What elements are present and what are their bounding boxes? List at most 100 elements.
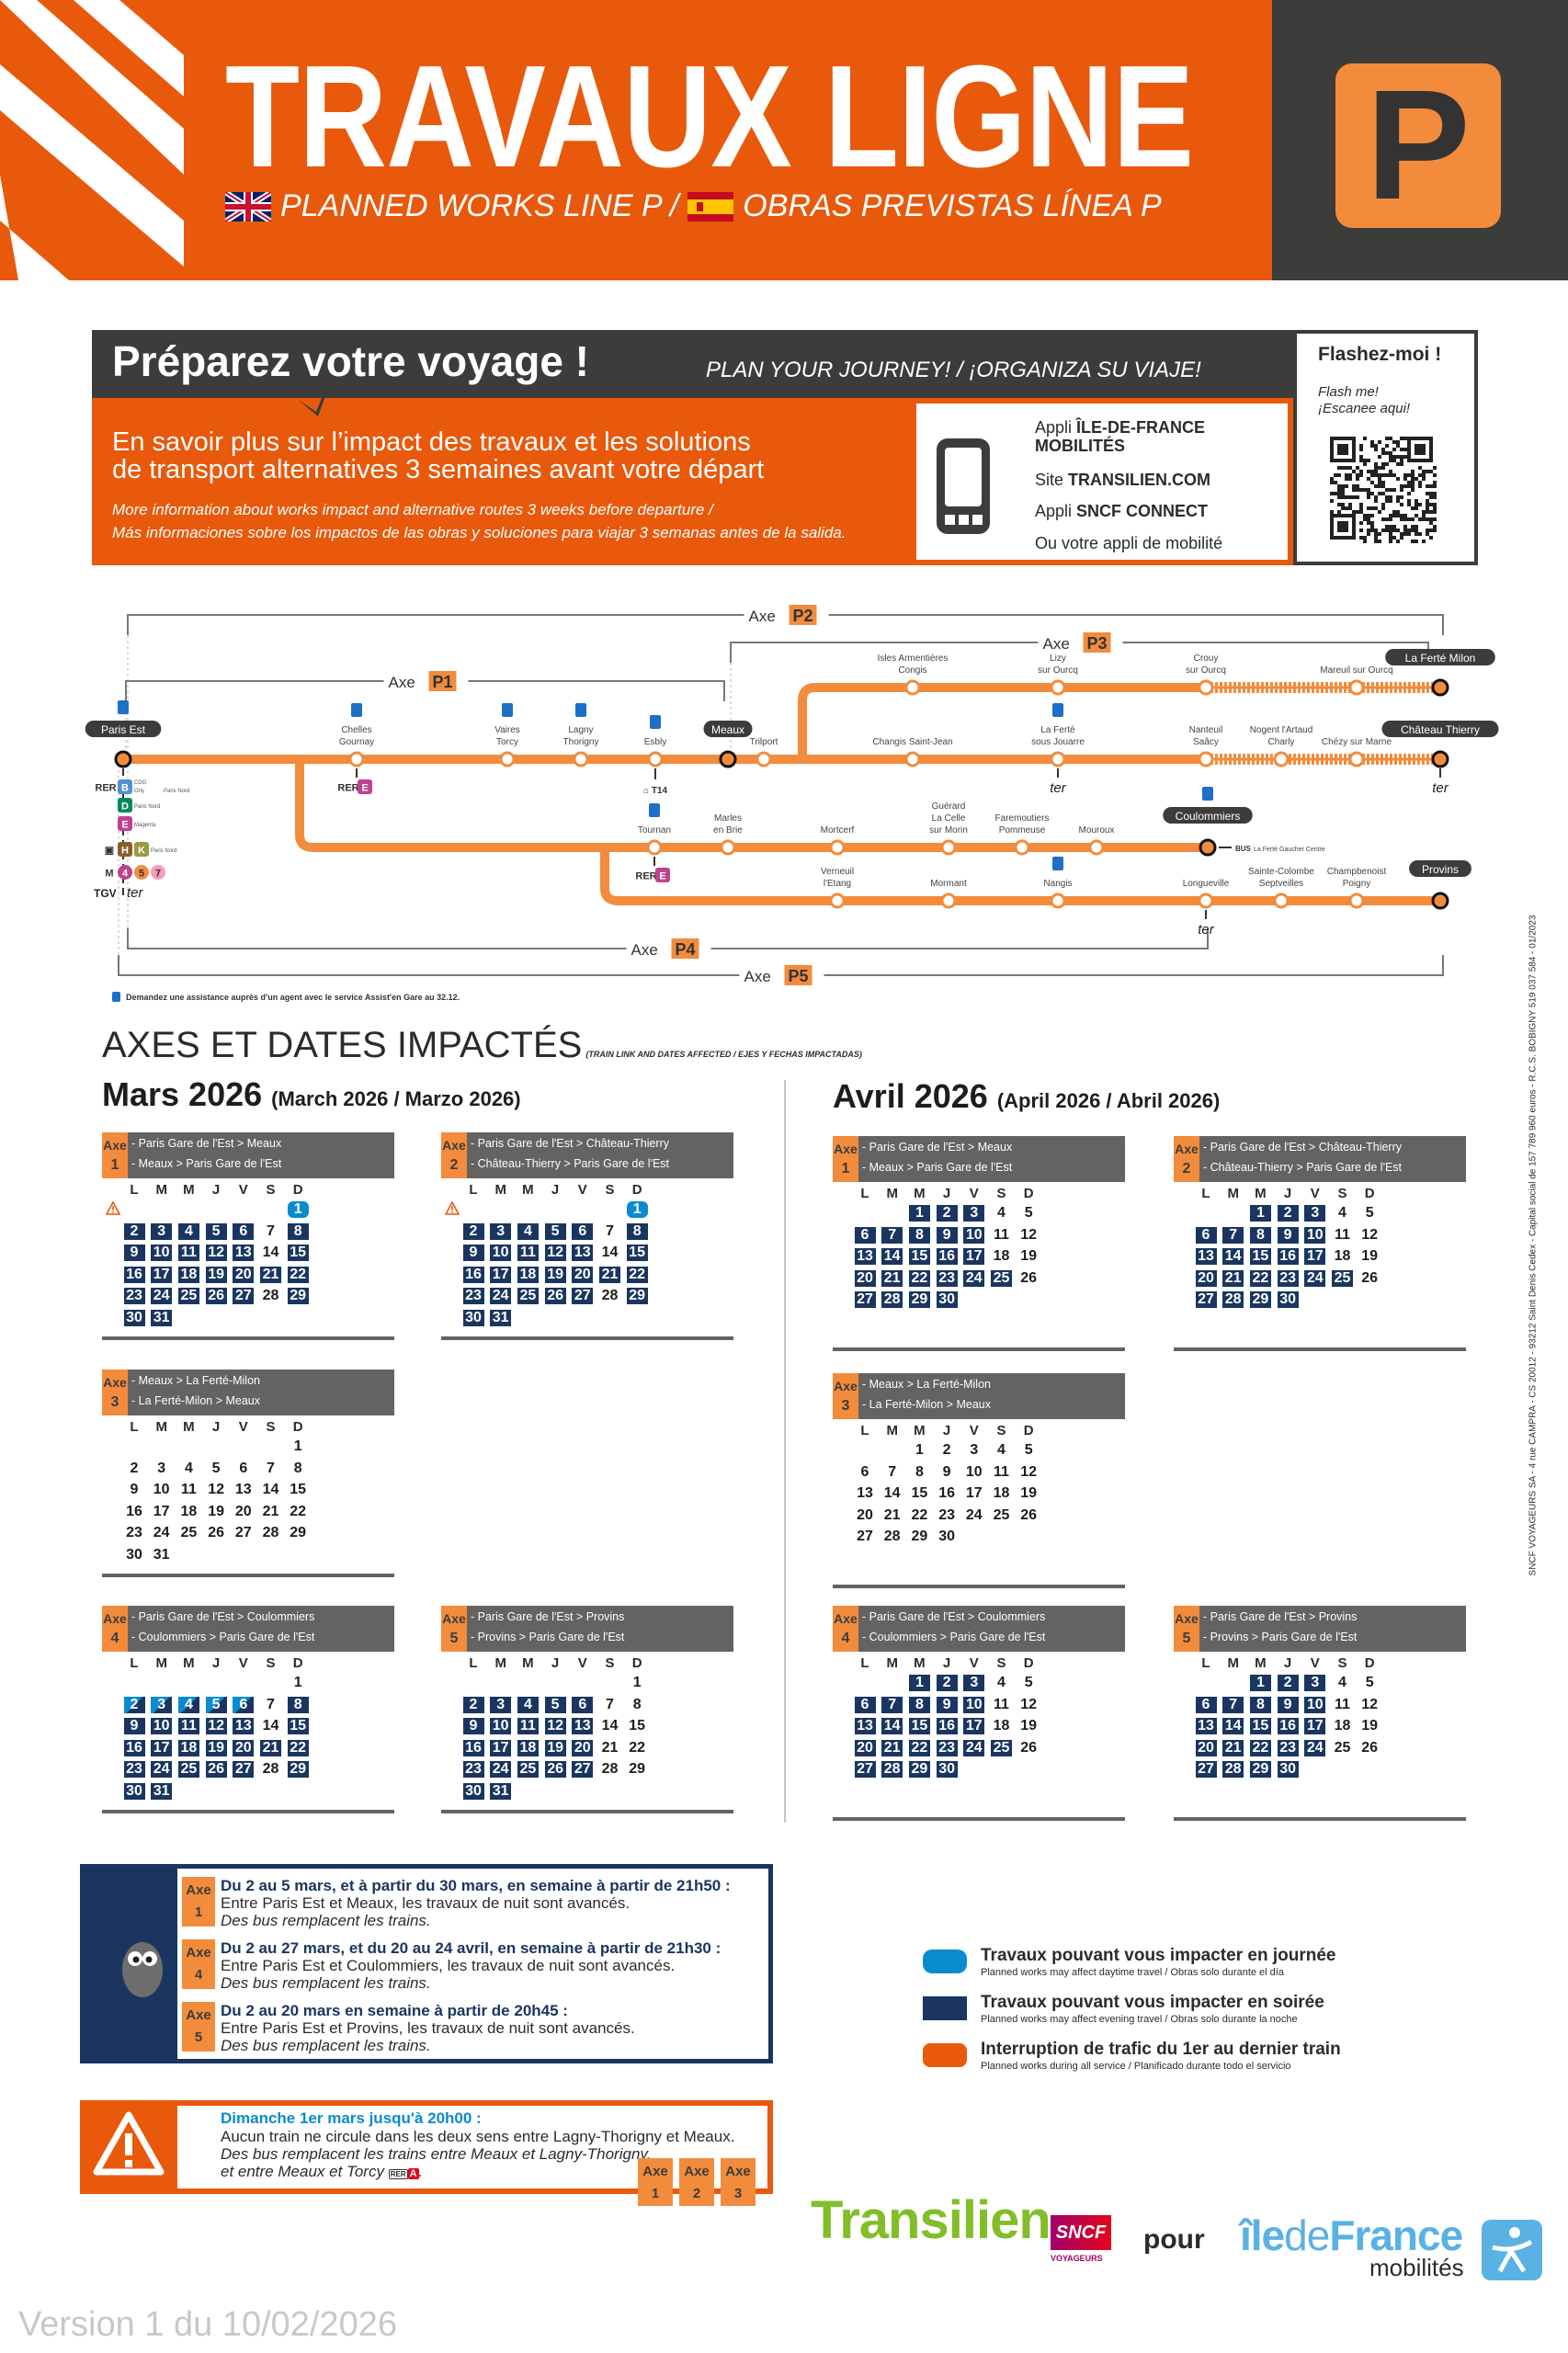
- station: Nangis: [1043, 857, 1073, 909]
- calendar-day: 6: [572, 1696, 594, 1713]
- calendar-day: 5: [1024, 1205, 1033, 1221]
- calendar-day: 5: [1365, 1205, 1374, 1221]
- station-name: en Brie: [713, 825, 743, 835]
- p4-line: [295, 759, 1208, 852]
- station: Longueville: [1183, 879, 1230, 909]
- calendar-header: [1174, 1136, 1466, 1182]
- station-name: Longueville: [1183, 879, 1230, 889]
- station: Château Thierry: [1381, 721, 1499, 768]
- station-name: Isles Armentières: [878, 654, 949, 664]
- station: Nanteuil Saâcy: [1189, 725, 1222, 767]
- station-marker: [1348, 751, 1365, 767]
- station: Mormant: [930, 879, 967, 909]
- station-marker: [1050, 892, 1066, 909]
- rer-d-icon-label: D: [121, 801, 129, 813]
- weekday-label: S: [605, 1655, 615, 1671]
- station-name: Mortcerf: [821, 825, 855, 835]
- svg-text:Orly: Orly: [134, 789, 144, 794]
- calendar-day: 21: [262, 1503, 279, 1519]
- calendar-day: 17: [490, 1266, 512, 1283]
- qr-code[interactable]: [1328, 435, 1438, 545]
- calendar-day: 15: [908, 1248, 930, 1265]
- app-link-sncf-connect[interactable]: Appli SNCF CONNECT: [1035, 502, 1209, 520]
- calendar-day: 10: [963, 1696, 985, 1713]
- calendar-day: 4: [517, 1222, 539, 1240]
- axe-code-badge: [1083, 632, 1111, 653]
- calendar-day: 11: [994, 1226, 1009, 1243]
- weekday-label: L: [130, 1655, 139, 1671]
- rer-icon: [341, 779, 356, 794]
- axe-word: Axe: [442, 1138, 466, 1153]
- weekday-label: L: [469, 1655, 478, 1671]
- calendar-day: 29: [908, 1761, 930, 1778]
- warning-italic: Des bus remplacent les trains entre Meau…: [221, 2145, 652, 2163]
- weekday-label: S: [996, 1655, 1006, 1671]
- calendar-day: 10: [490, 1718, 512, 1734]
- calendar-day: 6: [1195, 1696, 1217, 1713]
- station-name: Provins: [1422, 863, 1459, 876]
- calendar-day: 14: [262, 1245, 279, 1260]
- app-link-other: Ou votre appli de mobilité: [1035, 534, 1223, 552]
- station-name: Gournay: [339, 737, 374, 747]
- calendar-day: 15: [911, 1485, 928, 1501]
- calendar-axe-1: Axe 1 - Paris Gare de l'Est > Meaux - Meaux…: [833, 1136, 1125, 1351]
- station-name: Mouroux: [1079, 825, 1115, 835]
- calendar-day: 14: [262, 1482, 279, 1497]
- station-name: Esbly: [644, 737, 666, 747]
- axe-badge: Axe 5: [182, 2002, 215, 2052]
- calendar-bottom-bar: [1174, 1347, 1466, 1351]
- calendar-day: 11: [177, 1718, 199, 1734]
- calendar-day: 29: [1249, 1291, 1271, 1308]
- calendar-day: 14: [1222, 1248, 1244, 1265]
- calendar-day: 31: [490, 1309, 512, 1326]
- calendar-header: [102, 1132, 394, 1178]
- calendar-day: 8: [908, 1226, 930, 1244]
- station: Meaux: [703, 721, 753, 768]
- route-label: - Paris Gare de l'Est > Provins: [1203, 1610, 1358, 1623]
- axe-badge: Axe 3: [833, 1373, 858, 1419]
- weekday-label: V: [238, 1182, 248, 1198]
- weekday-label: D: [1023, 1655, 1034, 1671]
- calendar-day: 16: [1277, 1718, 1299, 1734]
- calendar-day: 15: [629, 1718, 646, 1733]
- rer-e-icon-label: E: [121, 820, 128, 831]
- calendar-day: 20: [1195, 1739, 1217, 1756]
- terminus-marker: [114, 750, 132, 768]
- prepare-en-text: More information about works impact and …: [112, 501, 713, 518]
- calendar-day: 3: [157, 1460, 166, 1476]
- weekday-label: V: [1310, 1655, 1320, 1671]
- app-link-idfm[interactable]: Appli ÎLE-DE-FRANCE MOBILITÉS: [1035, 418, 1206, 455]
- calendar-day: 24: [151, 1288, 173, 1304]
- calendar-day: 27: [233, 1288, 255, 1304]
- weekday-label: D: [292, 1182, 303, 1198]
- calendar-day: 8: [626, 1222, 648, 1240]
- calendar-axe-4: Axe 4 - Paris Gare de l'Est > Coulommiers -…: [102, 1606, 394, 1817]
- calendar-day: 25: [991, 1739, 1012, 1756]
- calendar-day: 28: [1222, 1291, 1244, 1308]
- axe-label-word: Axe: [389, 674, 415, 691]
- night-note-text: Entre Paris Est et Coulommiers, les trav…: [221, 1957, 676, 1974]
- calendar-header: [833, 1606, 1125, 1652]
- weekday-label: J: [211, 1182, 221, 1198]
- calendar-day: 24: [963, 1739, 985, 1756]
- station: La Ferté sous Jouarre: [1031, 703, 1085, 767]
- calendar-day: 12: [1361, 1226, 1379, 1243]
- prepare-main-text: En savoir plus sur l’impact des travaux …: [112, 428, 903, 483]
- app-link-transilien[interactable]: Site TRANSILIEN.COM: [1035, 471, 1211, 489]
- calendar-bottom-bar: [102, 1336, 394, 1340]
- calendar-day: 13: [233, 1718, 255, 1734]
- calendar-day: 5: [1024, 1675, 1033, 1690]
- weekday-label: D: [631, 1655, 642, 1671]
- station-marker: [1014, 839, 1030, 856]
- weekday-label: M: [886, 1655, 898, 1671]
- weekday-label: M: [522, 1182, 534, 1198]
- calendar-header: [441, 1132, 733, 1178]
- calendar-day: 3: [151, 1222, 173, 1240]
- calendar-day: 22: [290, 1503, 307, 1519]
- calendar-day: 20: [854, 1739, 876, 1756]
- calendar-day: 27: [854, 1761, 876, 1778]
- station: Verneuil l'Etang: [821, 867, 854, 909]
- calendar-day: 30: [1277, 1761, 1299, 1778]
- weekday-label: L: [1201, 1655, 1210, 1671]
